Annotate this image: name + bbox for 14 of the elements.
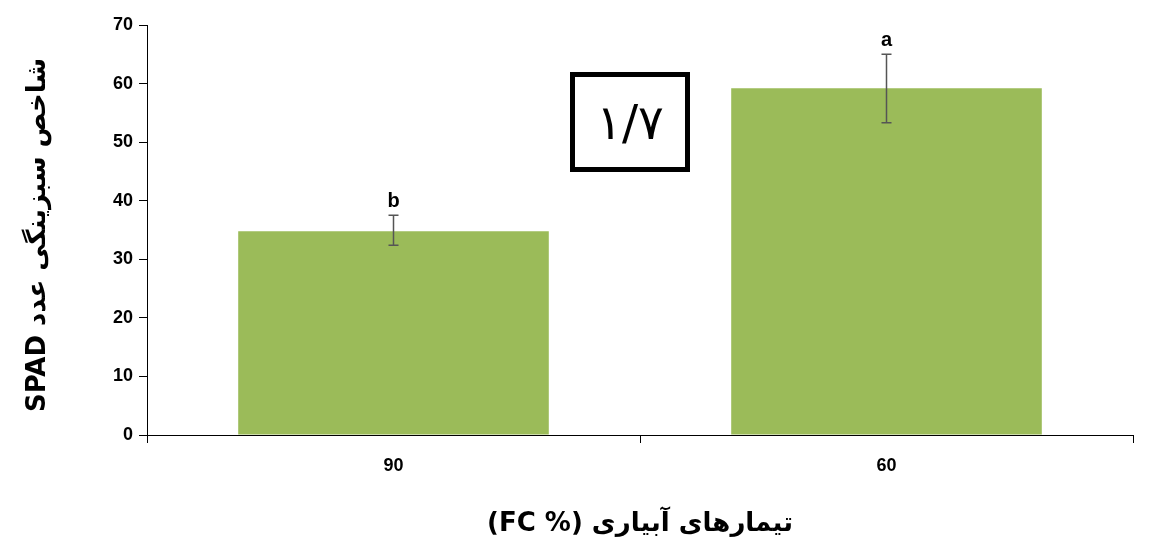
y-tick-label: 70 xyxy=(112,13,133,34)
y-tick-label: 60 xyxy=(112,72,133,93)
y-tick-label: 20 xyxy=(112,306,133,327)
y-tick-label: 0 xyxy=(122,423,133,444)
y-tick-label: 40 xyxy=(112,189,133,210)
annotation: a xyxy=(880,27,893,50)
annotation: b xyxy=(387,188,400,211)
annotation: ۱/۷ xyxy=(570,72,690,172)
y-tick-label: 50 xyxy=(112,131,133,152)
y-tick-label: 10 xyxy=(112,365,133,386)
x-tick-label: 90 xyxy=(383,454,404,475)
y-tick-label: 30 xyxy=(112,248,133,269)
y-axis-title: شاخص سبزینگی عدد SPAD xyxy=(21,57,51,413)
x-axis-title: تیمارهای آبیاری (% FC) xyxy=(487,507,793,537)
